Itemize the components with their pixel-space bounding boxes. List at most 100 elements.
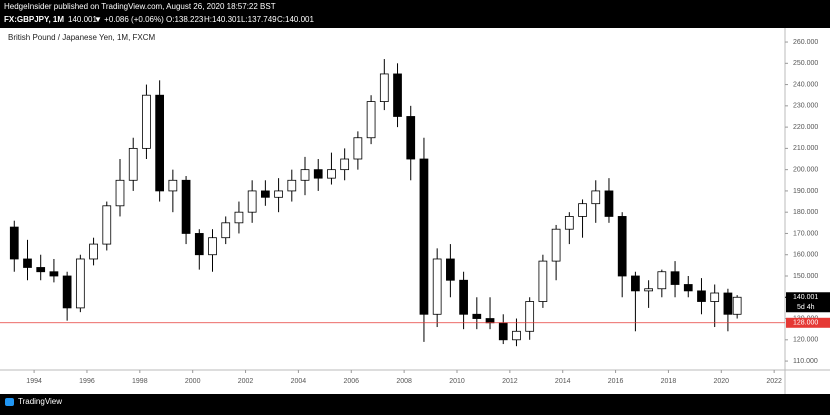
candle-body (62, 275, 72, 309)
x-tick-label: 2020 (714, 378, 730, 385)
price: 140.001 (68, 15, 97, 24)
candle-body (353, 137, 363, 160)
y-tick-label: 260.000 (793, 39, 818, 46)
publisher: HedgeInsider published on TradingView.co… (4, 2, 276, 11)
candle-body (538, 260, 548, 302)
candle-body (732, 296, 742, 315)
y-tick-label: 170.000 (793, 230, 818, 237)
change: ▼ +0.086 (+0.06%) (94, 15, 164, 24)
y-tick-label: 250.000 (793, 60, 818, 67)
candle-body (340, 158, 350, 171)
x-tick-label: 2014 (555, 378, 571, 385)
x-tick-label: 2022 (766, 378, 782, 385)
candle-body (89, 243, 98, 260)
last-price-label: 140.001 (793, 294, 818, 301)
y-tick-label: 150.000 (793, 273, 818, 280)
y-tick-label: 110.000 (793, 358, 818, 365)
candle-body (485, 318, 495, 324)
candle-body (208, 237, 217, 256)
ohlc-open: O:138.223 (166, 15, 204, 24)
y-tick-label: 220.000 (793, 124, 818, 131)
brand: TradingView (18, 397, 62, 406)
candle-body (234, 211, 244, 224)
candle-body (578, 203, 587, 217)
ohlc-low: L:137.749 (241, 15, 277, 24)
x-tick-label: 2004 (291, 378, 307, 385)
candle-body (710, 292, 720, 302)
candle-body (181, 179, 191, 234)
ohlc-high: H:140.301 (204, 15, 241, 24)
candle-body (551, 228, 561, 262)
chart-title: British Pound / Japanese Yen, 1M, FXCM (8, 33, 156, 42)
candle-body (393, 73, 402, 117)
y-tick-label: 230.000 (793, 103, 818, 110)
candle-body (49, 271, 59, 277)
candle-body (115, 179, 125, 207)
candle-body (723, 292, 733, 315)
chart-bg (0, 28, 830, 394)
candle-body (604, 190, 614, 217)
candle-body (247, 190, 257, 213)
candle-body (9, 226, 19, 260)
candle-body (459, 279, 468, 315)
hline-label: 128.000 (793, 320, 818, 327)
candle-body (657, 271, 667, 290)
candle-body (142, 94, 151, 149)
candle-body (472, 313, 482, 319)
candle-body (102, 205, 112, 245)
brand-logo (5, 398, 14, 406)
candle-body (194, 233, 204, 256)
candle-body (564, 216, 574, 230)
candle-body (313, 169, 323, 179)
candle-body (128, 147, 138, 181)
x-tick-label: 2018 (661, 378, 677, 385)
hline-label-bg (786, 317, 830, 328)
candle-body (261, 190, 270, 198)
x-tick-label: 2010 (449, 378, 465, 385)
x-tick-label: 1998 (132, 378, 148, 385)
candle-body (300, 169, 310, 181)
candle-body (432, 258, 442, 315)
candle-body (670, 271, 680, 285)
candle-body (631, 275, 640, 292)
candle-body (498, 322, 508, 341)
y-tick-label: 190.000 (793, 188, 818, 195)
x-tick-label: 1994 (26, 378, 42, 385)
header-bar (0, 0, 830, 28)
candle-body (697, 290, 706, 302)
y-tick-label: 180.000 (793, 209, 818, 216)
candle-body (683, 284, 693, 292)
y-tick-label: 210.000 (793, 145, 818, 152)
candle-body (327, 169, 336, 179)
candle-body (406, 116, 416, 160)
y-tick-label: 160.000 (793, 252, 818, 259)
candle-body (419, 158, 429, 315)
candle-body (155, 94, 165, 192)
candle-body (75, 258, 85, 309)
candle-body (379, 73, 389, 102)
last-price-bg (786, 292, 830, 313)
symbol: FX:GBPJPY, 1M (4, 15, 64, 24)
countdown-label: 5d 4h (797, 304, 815, 311)
candle-body (617, 216, 627, 277)
candle-body (274, 190, 283, 198)
candle-body (366, 101, 376, 139)
x-tick-label: 2000 (185, 378, 201, 385)
candle-body (287, 179, 297, 192)
candle-body (591, 190, 601, 205)
x-tick-label: 2002 (238, 378, 254, 385)
candle-body (36, 267, 46, 273)
x-tick-label: 2012 (502, 378, 518, 385)
ohlc-close: C:140.001 (277, 15, 314, 24)
y-tick-label: 120.000 (793, 337, 818, 344)
x-tick-label: 1996 (79, 378, 95, 385)
x-tick-label: 2006 (343, 378, 359, 385)
candle-body (221, 222, 231, 239)
candle-body (525, 301, 535, 332)
x-tick-label: 2008 (396, 378, 412, 385)
candle-body (446, 258, 455, 281)
x-tick-label: 2016 (608, 378, 624, 385)
y-tick-label: 240.000 (793, 81, 818, 88)
